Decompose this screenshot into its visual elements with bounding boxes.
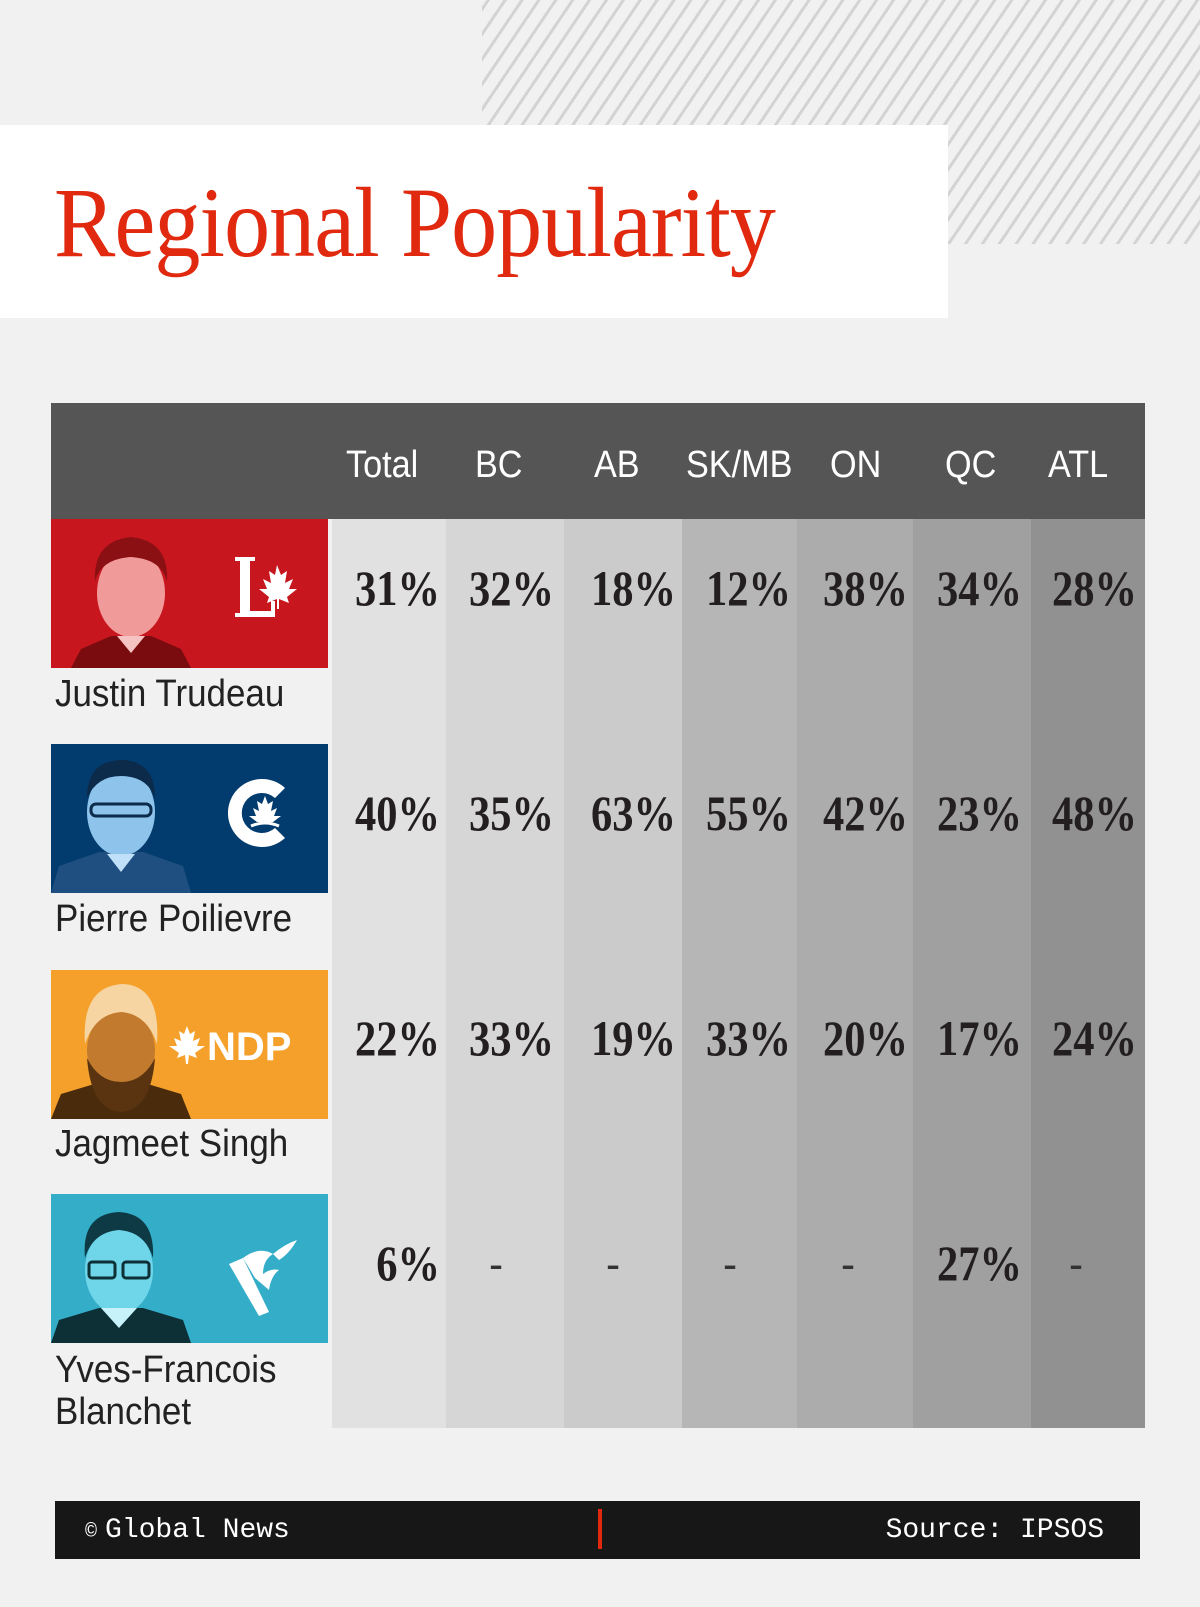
bloc-quebecois-logo-icon [229, 1240, 297, 1316]
cell-singh-on: 20% [823, 1010, 908, 1066]
candidate-portrait [51, 984, 191, 1119]
cell-poilievre-skmb: 55% [706, 785, 791, 841]
candidate-portrait [51, 760, 191, 893]
footer-divider [598, 1509, 602, 1549]
footer-credit: © Global News [85, 1515, 290, 1549]
candidate-name: Justin Trudeau [55, 673, 285, 715]
cell-singh-atl: 24% [1052, 1010, 1137, 1066]
cell-trudeau-ab: 18% [591, 560, 676, 616]
cell-poilievre-on: 42% [823, 785, 908, 841]
cell-trudeau-atl: 28% [1052, 560, 1137, 616]
ndp-logo-icon: NDP [169, 1025, 291, 1066]
column-header-atl: ATL [1048, 444, 1109, 486]
cell-trudeau-total: 31% [355, 560, 440, 616]
candidate-card-blanchet [51, 1194, 328, 1343]
cell-singh-qc: 17% [937, 1010, 1022, 1066]
cell-singh-total: 22% [355, 1010, 440, 1066]
cell-blanchet-qc: 27% [937, 1235, 1022, 1291]
cell-poilievre-qc: 23% [937, 785, 1022, 841]
cell-poilievre-ab: 63% [591, 785, 676, 841]
column-header-skmb: SK/MB [686, 444, 793, 486]
candidate-portrait [51, 1212, 191, 1343]
copyright-icon: © [85, 1521, 98, 1544]
column-header-total: Total [346, 444, 419, 486]
page-title: Regional Popularity [54, 167, 776, 278]
candidate-card-poilievre [51, 744, 328, 893]
cell-blanchet-on: - [841, 1241, 855, 1286]
column-ab [564, 519, 682, 1428]
cell-poilievre-bc: 35% [469, 785, 554, 841]
candidate-card-trudeau [51, 519, 328, 668]
svg-text:NDP: NDP [207, 1025, 291, 1066]
column-total [332, 519, 446, 1428]
cell-blanchet-total: 6% [376, 1235, 440, 1291]
candidate-name: Jagmeet Singh [55, 1123, 289, 1165]
cell-poilievre-total: 40% [355, 785, 440, 841]
column-header-ab: AB [594, 444, 640, 486]
cell-singh-ab: 19% [591, 1010, 676, 1066]
column-on [797, 519, 913, 1428]
cell-blanchet-ab: - [606, 1241, 620, 1286]
candidate-name-line2: Blanchet [55, 1391, 192, 1433]
candidate-card-singh: NDP [51, 970, 328, 1119]
cell-poilievre-atl: 48% [1052, 785, 1137, 841]
cell-trudeau-bc: 32% [469, 560, 554, 616]
footer-source: Source: IPSOS [885, 1515, 1104, 1546]
column-bc [446, 519, 564, 1428]
cell-trudeau-on: 38% [823, 560, 908, 616]
cell-singh-bc: 33% [469, 1010, 554, 1066]
cell-trudeau-qc: 34% [937, 560, 1022, 616]
cell-blanchet-atl: - [1069, 1241, 1083, 1286]
cell-blanchet-bc: - [489, 1241, 503, 1286]
cell-singh-skmb: 33% [706, 1010, 791, 1066]
column-header-bc: BC [475, 444, 523, 486]
candidate-name: Pierre Poilievre [55, 898, 293, 940]
candidate-name-line1: Yves-Francois [55, 1349, 277, 1391]
column-qc [913, 519, 1031, 1428]
credit-text: Global News [105, 1515, 290, 1546]
cell-trudeau-skmb: 12% [706, 560, 791, 616]
footer-bar: © Global News Source: IPSOS [55, 1501, 1140, 1559]
liberal-logo-icon [235, 557, 297, 617]
cell-blanchet-skmb: - [723, 1241, 737, 1286]
candidate-portrait [71, 537, 191, 668]
column-atl [1031, 519, 1145, 1428]
title-panel [0, 125, 948, 318]
column-header-qc: QC [945, 444, 997, 486]
table-header: Total BC AB SK/MB ON QC ATL [51, 403, 1145, 519]
column-skmb [682, 519, 797, 1428]
conservative-logo-icon [227, 779, 285, 847]
column-header-on: ON [830, 444, 882, 486]
